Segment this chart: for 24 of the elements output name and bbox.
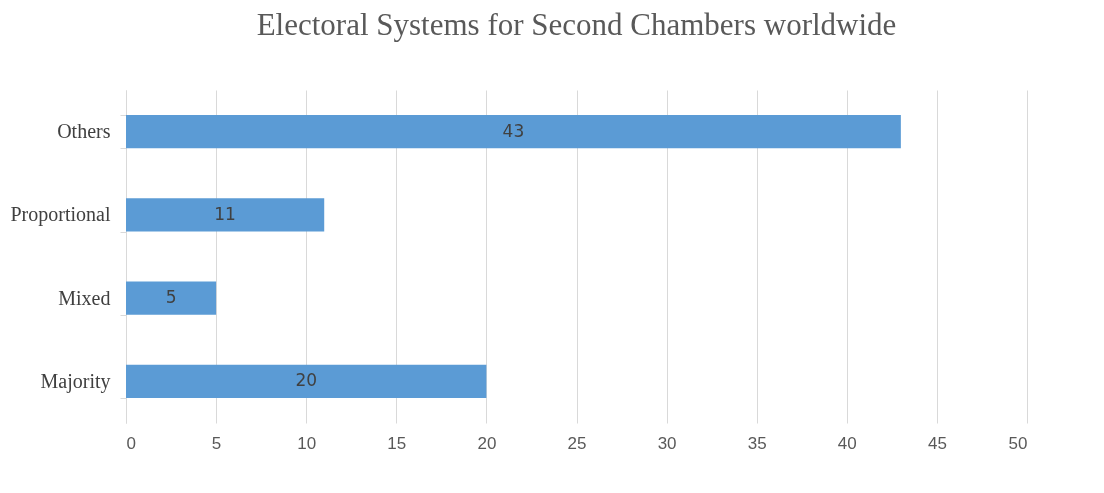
x-tick-label: 20 <box>477 433 497 453</box>
data-label: 11 <box>214 203 236 224</box>
y-tick-label: Others <box>57 120 111 143</box>
x-tick-label: 0 <box>126 433 136 453</box>
chart-title: Electoral Systems for Second Chambers worldwide <box>256 7 897 42</box>
bar <box>126 364 487 399</box>
x-tick-label: 30 <box>657 433 677 453</box>
bar <box>126 198 325 232</box>
y-tick-label: Proportional <box>10 203 111 227</box>
x-tick-label: 10 <box>297 433 317 453</box>
data-label: 43 <box>502 120 525 141</box>
x-tick-label: 25 <box>567 433 587 453</box>
x-tick-label: 45 <box>927 433 947 453</box>
x-tick-label: 15 <box>387 433 407 453</box>
y-tick-label: Majority <box>40 369 111 393</box>
x-tick-label: 35 <box>747 433 767 453</box>
bar <box>126 281 217 315</box>
data-label: 5 <box>165 287 177 308</box>
bar <box>126 114 901 149</box>
x-tick-label: 5 <box>211 433 222 453</box>
x-tick-label: 40 <box>837 433 857 453</box>
data-label: 20 <box>295 370 318 391</box>
y-tick-label: Mixed <box>58 286 111 309</box>
x-tick-label: 50 <box>1008 433 1028 453</box>
